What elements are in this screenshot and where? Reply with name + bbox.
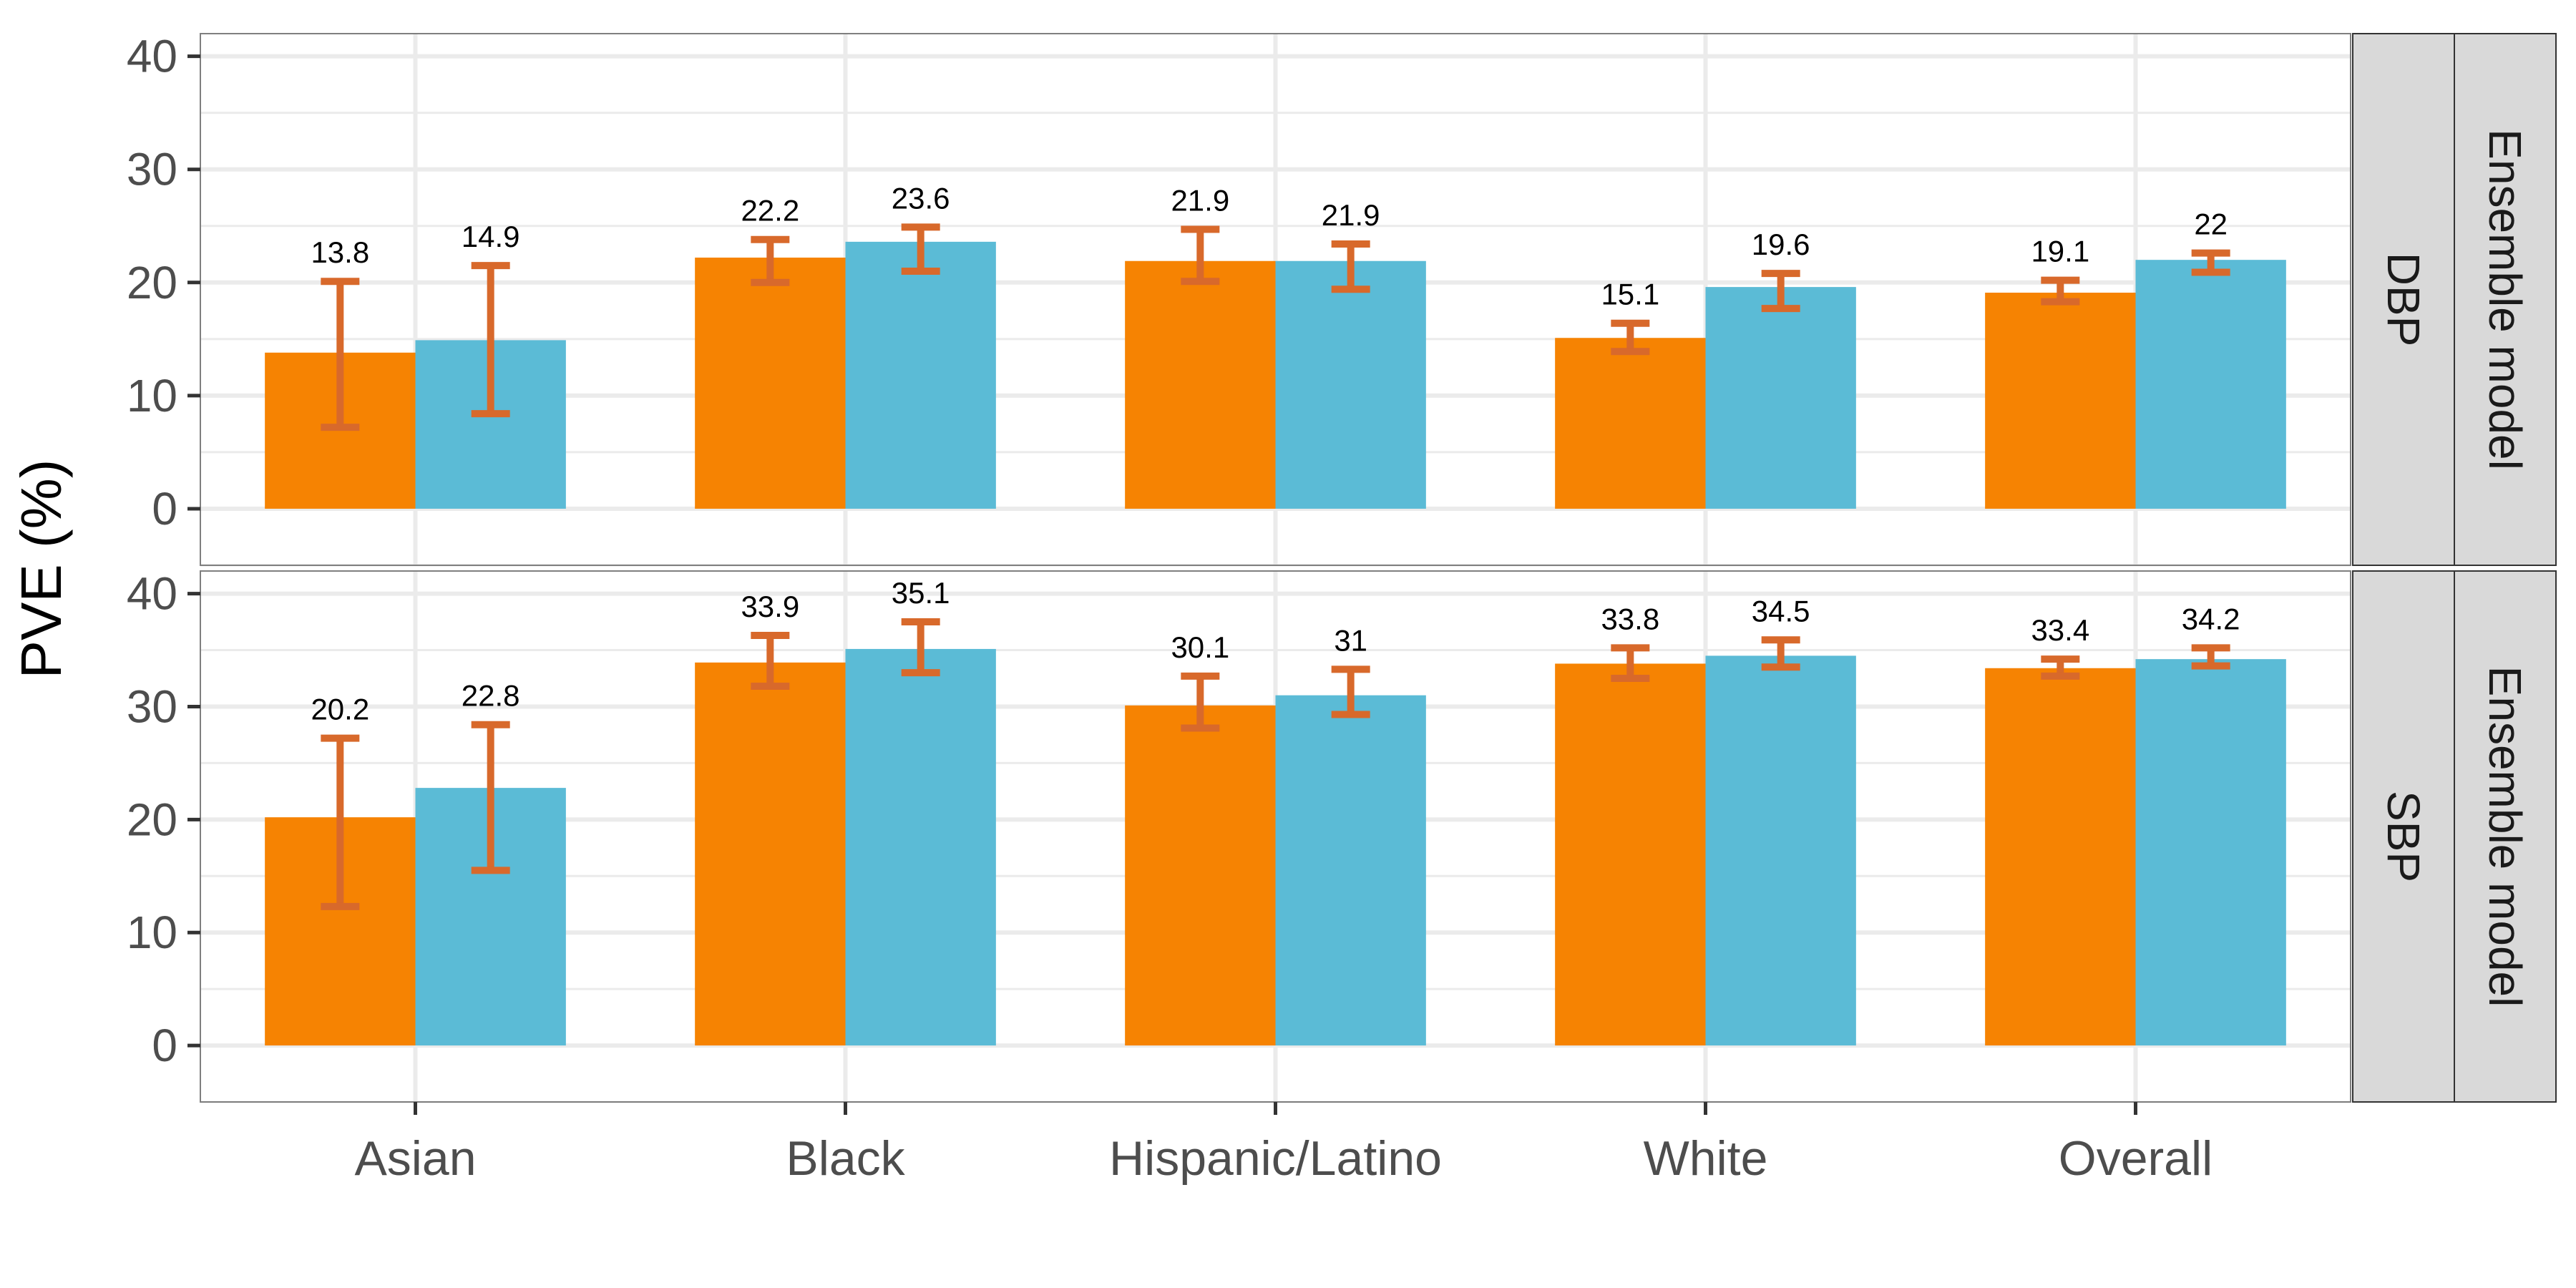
y-tick-label: 40	[127, 31, 177, 82]
bar	[845, 241, 996, 509]
data-label: 20.2	[311, 693, 369, 726]
x-tick-label: Hispanic/Latino	[1109, 1131, 1442, 1186]
data-label: 19.6	[1752, 228, 1810, 261]
facet-strip-outer	[2454, 570, 2557, 1103]
y-tick-label: 30	[127, 144, 177, 195]
y-tick-label: 40	[127, 568, 177, 620]
data-label: 34.2	[2182, 602, 2240, 635]
bar	[1985, 668, 2136, 1046]
panel-border	[200, 33, 2351, 566]
y-tick-label: 0	[152, 1020, 177, 1071]
data-label: 14.9	[462, 220, 520, 253]
bar	[1555, 663, 1706, 1046]
panel-dbp: 13.8 22.2 21.9 15.1 19.1 14.9 23.6 21.9 19.6 22 0 1…	[127, 31, 2557, 567]
bar	[1125, 260, 1276, 509]
bar	[2135, 659, 2286, 1046]
facet-strip-outer-label: Ensemble model	[2479, 666, 2531, 1008]
data-label: 33.9	[741, 590, 799, 623]
bar	[1985, 293, 2136, 509]
bar	[845, 648, 996, 1046]
facet-strip-outer	[2454, 33, 2557, 566]
data-label: 33.8	[1601, 602, 1659, 635]
data-label: 35.1	[892, 576, 950, 610]
facet-strip-label: DBP	[2378, 253, 2429, 347]
bar	[1705, 287, 1856, 509]
y-tick-label: 20	[127, 257, 177, 308]
panels: 13.8 22.2 21.9 15.1 19.1 14.9 23.6 21.9 19.6 22 0 1…	[127, 31, 2557, 1103]
y-tick-label: 10	[127, 907, 177, 958]
x-tick-label: Asian	[354, 1131, 476, 1186]
data-label: 21.9	[1171, 183, 1229, 217]
data-label: 22.8	[462, 679, 520, 713]
bar	[695, 662, 846, 1046]
data-label: 15.1	[1601, 278, 1659, 311]
y-tick-label: 0	[152, 483, 177, 535]
bar	[1555, 338, 1706, 509]
data-label: 30.1	[1171, 630, 1229, 664]
data-label: 31	[1334, 623, 1367, 657]
y-tick-label: 10	[127, 370, 177, 421]
data-label: 22.2	[741, 194, 799, 228]
x-tick-label: White	[1644, 1131, 1768, 1186]
data-label: 34.5	[1752, 594, 1810, 628]
facet-strip-label: SBP	[2378, 791, 2429, 882]
data-label: 21.9	[1322, 198, 1380, 232]
bar	[695, 258, 846, 509]
data-label: 33.4	[2031, 613, 2089, 647]
bar	[1275, 695, 1426, 1046]
facet-strip-outer-label: Ensemble model	[2479, 129, 2531, 470]
bar	[1125, 705, 1276, 1046]
data-label: 22	[2194, 208, 2228, 241]
y-axis-title: PVE (%)	[9, 459, 73, 679]
bar	[1275, 260, 1426, 509]
bar	[2135, 260, 2286, 509]
data-label: 19.1	[2031, 235, 2089, 268]
bar	[1705, 655, 1856, 1046]
facet-strip	[2352, 570, 2455, 1103]
y-tick-label: 20	[127, 794, 177, 845]
data-label: 23.6	[892, 181, 950, 215]
y-tick-label: 30	[127, 680, 177, 732]
data-label: 13.8	[311, 235, 369, 269]
x-tick-label: Overall	[2059, 1131, 2212, 1186]
panel-sbp: 20.2 33.9 30.1 33.8 33.4 22.8 35.1 31 34.5 34.2 0 1…	[127, 568, 2557, 1103]
x-axis: Asian Black Hispanic/Latino White Overall	[354, 1102, 2212, 1186]
x-tick-label: Black	[786, 1131, 905, 1186]
facet-strip	[2352, 33, 2455, 566]
